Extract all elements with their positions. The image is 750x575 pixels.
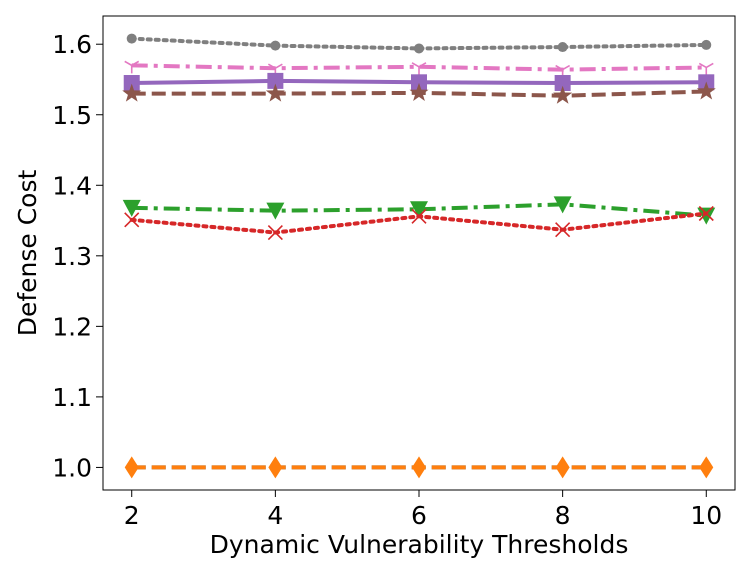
axis-layer: 2 4 6 8 10 1.0 1.1 1.2 1.3 1.4 1.5 1.6 [52, 30, 722, 530]
data-point [411, 74, 427, 91]
data-point [409, 82, 429, 101]
data-point [555, 222, 571, 238]
data-point [410, 201, 428, 219]
x-tick-label: 4 [267, 501, 283, 530]
data-point [124, 212, 140, 228]
data-point [697, 207, 716, 225]
series-1 [126, 33, 712, 54]
data-point [555, 456, 570, 479]
series-5 [122, 196, 716, 225]
data-point [122, 199, 141, 217]
data-point [267, 72, 284, 89]
y-tick-label: 1.6 [52, 30, 92, 59]
series-6 [124, 205, 714, 241]
data-point [553, 196, 572, 214]
data-point [266, 202, 285, 220]
data-point [265, 83, 285, 102]
x-tick-label: 10 [690, 501, 722, 530]
data-point [696, 81, 716, 100]
y-tick-label: 1.0 [52, 453, 92, 482]
data-point [698, 205, 714, 222]
data-point [414, 43, 424, 54]
y-tick-label: 1.3 [52, 242, 92, 271]
data-point [412, 456, 426, 479]
y-tick-label: 1.5 [52, 101, 92, 130]
data-point [126, 33, 137, 44]
data-point [267, 224, 283, 241]
data-point [698, 62, 714, 76]
x-axis-label: Dynamic Vulnerability Thresholds [210, 530, 629, 559]
y-tick-label: 1.1 [52, 383, 92, 412]
series-3 [123, 72, 715, 92]
data-point [411, 62, 427, 75]
series-layer [122, 33, 716, 479]
data-point [701, 39, 712, 50]
data-point [270, 40, 281, 51]
data-point [124, 60, 140, 74]
x-tick-label: 2 [124, 501, 140, 530]
data-point [124, 456, 139, 479]
data-point [554, 75, 571, 92]
data-point [268, 456, 283, 479]
data-point [699, 456, 714, 479]
x-tick-label: 8 [555, 501, 571, 530]
y-tick-label: 1.2 [52, 312, 92, 341]
data-point [553, 85, 573, 104]
data-point [122, 83, 142, 102]
x-tick-label: 6 [411, 501, 427, 530]
data-point [411, 208, 427, 224]
series-8 [124, 456, 714, 479]
y-axis-label: Defense Cost [13, 170, 42, 337]
data-point [557, 42, 568, 53]
series-4 [122, 81, 716, 104]
series-2 [124, 60, 714, 78]
y-tick-label: 1.4 [52, 171, 92, 200]
data-point [123, 75, 140, 92]
